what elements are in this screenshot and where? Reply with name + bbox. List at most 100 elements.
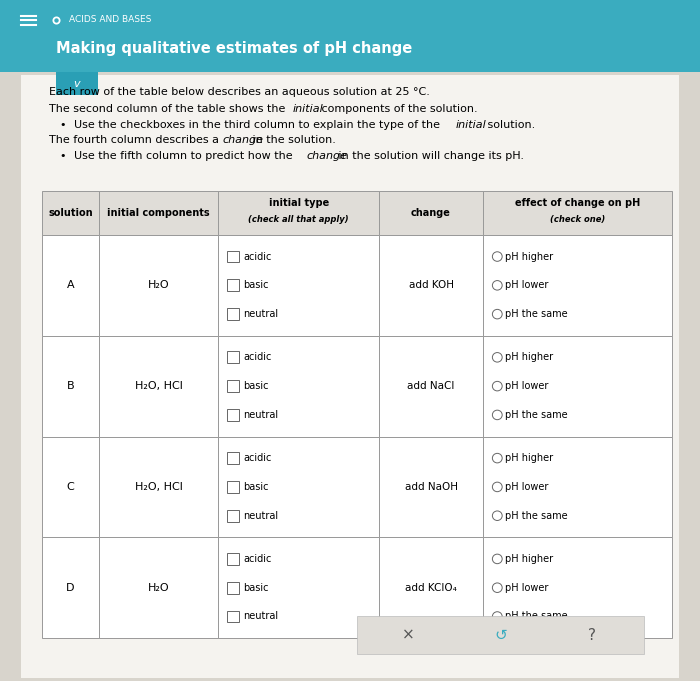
Text: ×: × xyxy=(402,627,415,643)
Text: pH lower: pH lower xyxy=(505,583,549,592)
FancyBboxPatch shape xyxy=(379,437,483,537)
Text: Use the fifth column to predict how the: Use the fifth column to predict how the xyxy=(74,151,296,161)
Text: add KOH: add KOH xyxy=(409,281,454,290)
FancyBboxPatch shape xyxy=(227,553,239,565)
Text: The fourth column describes a: The fourth column describes a xyxy=(49,136,223,145)
FancyBboxPatch shape xyxy=(379,235,483,336)
FancyBboxPatch shape xyxy=(218,437,379,537)
Text: basic: basic xyxy=(244,583,269,592)
Text: acidic: acidic xyxy=(244,251,272,262)
FancyBboxPatch shape xyxy=(379,537,483,638)
Text: (check one): (check one) xyxy=(550,215,605,224)
Text: D: D xyxy=(66,583,75,592)
FancyBboxPatch shape xyxy=(379,336,483,437)
FancyBboxPatch shape xyxy=(357,616,644,654)
FancyBboxPatch shape xyxy=(483,235,672,336)
FancyBboxPatch shape xyxy=(227,582,239,594)
Text: pH lower: pH lower xyxy=(505,281,549,290)
FancyBboxPatch shape xyxy=(483,336,672,437)
Text: pH the same: pH the same xyxy=(505,612,568,622)
Text: solution: solution xyxy=(48,208,92,218)
Text: acidic: acidic xyxy=(244,554,272,564)
Text: acidic: acidic xyxy=(244,352,272,362)
FancyBboxPatch shape xyxy=(227,308,239,320)
Text: effect of change on pH: effect of change on pH xyxy=(515,197,640,208)
Text: C: C xyxy=(66,482,74,492)
FancyBboxPatch shape xyxy=(99,235,218,336)
Text: change: change xyxy=(307,151,348,161)
Circle shape xyxy=(492,511,502,520)
Text: initial: initial xyxy=(293,104,323,114)
FancyBboxPatch shape xyxy=(99,336,218,437)
Text: add KClO₄: add KClO₄ xyxy=(405,583,457,592)
FancyBboxPatch shape xyxy=(42,336,99,437)
FancyBboxPatch shape xyxy=(42,235,99,336)
Circle shape xyxy=(492,612,502,621)
FancyBboxPatch shape xyxy=(99,191,218,235)
Text: neutral: neutral xyxy=(244,612,279,622)
FancyBboxPatch shape xyxy=(483,191,672,235)
Text: ACIDS AND BASES: ACIDS AND BASES xyxy=(69,15,151,25)
FancyBboxPatch shape xyxy=(227,251,239,262)
Text: pH lower: pH lower xyxy=(505,482,549,492)
Text: in the solution will change its pH.: in the solution will change its pH. xyxy=(335,151,524,161)
FancyBboxPatch shape xyxy=(227,452,239,464)
FancyBboxPatch shape xyxy=(227,510,239,522)
FancyBboxPatch shape xyxy=(0,0,700,72)
FancyBboxPatch shape xyxy=(227,409,239,421)
Text: components of the solution.: components of the solution. xyxy=(318,104,478,114)
Text: •: • xyxy=(60,151,66,161)
Text: pH higher: pH higher xyxy=(505,554,553,564)
Text: in the solution.: in the solution. xyxy=(249,136,336,145)
Text: neutral: neutral xyxy=(244,511,279,521)
Text: acidic: acidic xyxy=(244,453,272,463)
Text: add NaCl: add NaCl xyxy=(407,381,455,391)
FancyBboxPatch shape xyxy=(99,437,218,537)
FancyBboxPatch shape xyxy=(227,279,239,291)
FancyBboxPatch shape xyxy=(227,380,239,392)
Text: H₂O: H₂O xyxy=(148,583,169,592)
FancyBboxPatch shape xyxy=(227,611,239,622)
Circle shape xyxy=(492,281,502,290)
Circle shape xyxy=(492,381,502,391)
Text: pH higher: pH higher xyxy=(505,453,553,463)
Text: initial components: initial components xyxy=(107,208,210,218)
Text: basic: basic xyxy=(244,281,269,290)
Text: basic: basic xyxy=(244,482,269,492)
FancyBboxPatch shape xyxy=(218,537,379,638)
Circle shape xyxy=(492,410,502,419)
Text: neutral: neutral xyxy=(244,410,279,420)
Text: Making qualitative estimates of pH change: Making qualitative estimates of pH chang… xyxy=(56,41,412,56)
Text: initial: initial xyxy=(456,120,486,129)
Text: H₂O: H₂O xyxy=(148,281,169,290)
Circle shape xyxy=(492,583,502,592)
Circle shape xyxy=(492,353,502,362)
Text: H₂O, HCl: H₂O, HCl xyxy=(134,482,183,492)
FancyBboxPatch shape xyxy=(218,235,379,336)
Text: pH the same: pH the same xyxy=(505,309,568,319)
FancyBboxPatch shape xyxy=(56,72,98,95)
Text: Use the checkboxes in the third column to explain the type of the: Use the checkboxes in the third column t… xyxy=(74,120,444,129)
Circle shape xyxy=(492,309,502,319)
Circle shape xyxy=(492,454,502,463)
Text: H₂O, HCl: H₂O, HCl xyxy=(134,381,183,391)
Text: ↺: ↺ xyxy=(494,627,507,643)
Text: •: • xyxy=(60,120,66,129)
Circle shape xyxy=(492,554,502,564)
FancyBboxPatch shape xyxy=(227,351,239,363)
Text: change: change xyxy=(411,208,451,218)
Text: pH the same: pH the same xyxy=(505,511,568,521)
FancyBboxPatch shape xyxy=(42,437,99,537)
Text: solution.: solution. xyxy=(484,120,535,129)
Text: pH lower: pH lower xyxy=(505,381,549,391)
FancyBboxPatch shape xyxy=(379,191,483,235)
Text: neutral: neutral xyxy=(244,309,279,319)
FancyBboxPatch shape xyxy=(99,537,218,638)
FancyBboxPatch shape xyxy=(483,537,672,638)
Text: (check all that apply): (check all that apply) xyxy=(248,215,349,224)
FancyBboxPatch shape xyxy=(42,191,99,235)
Text: add NaOH: add NaOH xyxy=(405,482,458,492)
FancyBboxPatch shape xyxy=(227,481,239,493)
Text: change: change xyxy=(223,136,264,145)
Text: pH higher: pH higher xyxy=(505,251,553,262)
